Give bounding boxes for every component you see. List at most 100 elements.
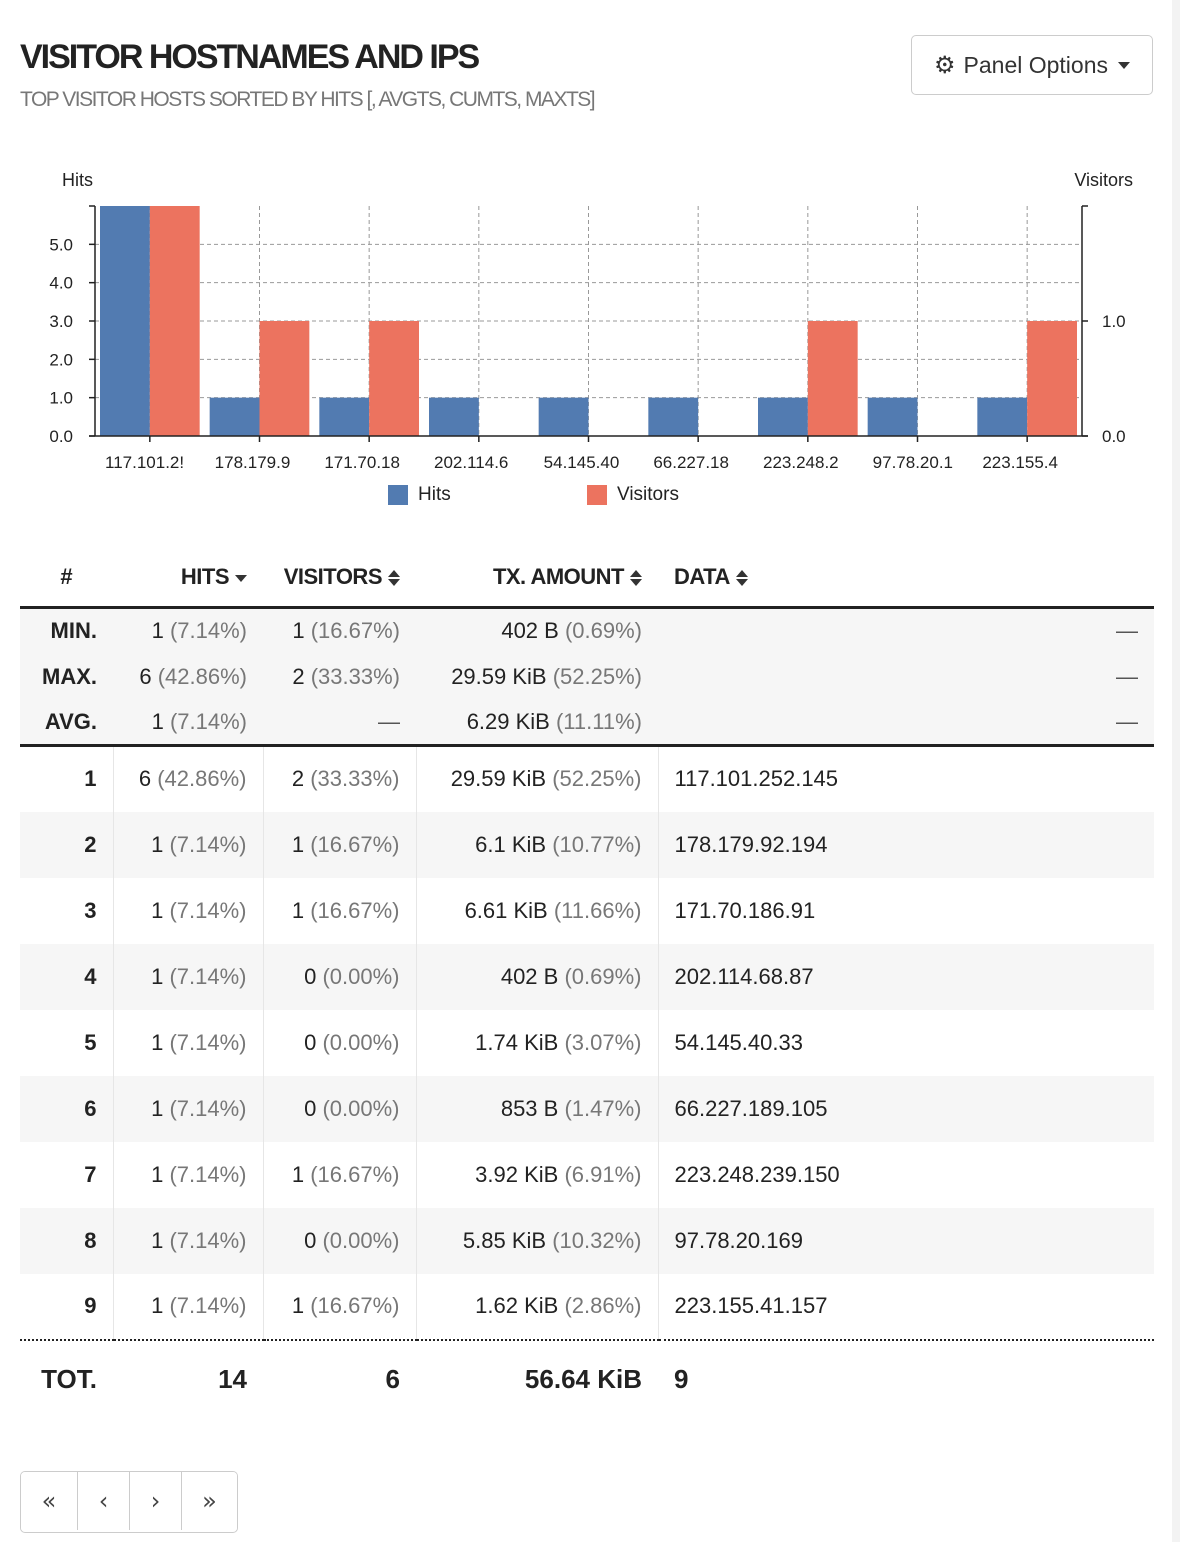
- first-page-button[interactable]: «: [21, 1472, 78, 1530]
- row-visitors: 2 (33.33%): [262, 745, 416, 812]
- bar-visitors: [807, 321, 858, 436]
- caret-down-icon: [1118, 61, 1130, 69]
- summary-label: AVG.: [20, 699, 113, 747]
- row-host: 54.145.40.33: [657, 1009, 1154, 1076]
- bar-hits: [867, 397, 918, 436]
- table-row[interactable]: 2 1 (7.14%) 1 (16.67%) 6.1 KiB (10.77%) 178.…: [20, 811, 1154, 878]
- legend-swatch-visitors: [587, 485, 607, 505]
- summary-data: —: [1116, 663, 1138, 689]
- row-visitors: 1 (16.67%): [262, 877, 416, 944]
- row-hits: 1 (7.14%): [112, 1273, 263, 1341]
- summary-hits: 6 (42.86%): [139, 663, 247, 689]
- table-row[interactable]: 6 1 (7.14%) 0 (0.00%) 853 B (1.47%) 66.227.1…: [20, 1075, 1154, 1142]
- row-number: 2: [84, 831, 97, 857]
- bar-hits: [758, 397, 808, 436]
- row-host: 223.155.41.157: [657, 1273, 1154, 1341]
- panel-subtitle: TOP VISITOR HOSTS SORTED BY HITS [, AVGT…: [20, 88, 596, 111]
- sort-icon: [735, 570, 748, 587]
- x-tick-label: 171.70.18: [324, 453, 400, 472]
- x-tick-label: 223.248.2: [763, 453, 839, 472]
- y-tick-label-left: 3.0: [49, 312, 73, 331]
- pagination: « ‹ › »: [20, 1471, 238, 1533]
- table-row[interactable]: 8 1 (7.14%) 0 (0.00%) 5.85 KiB (10.32%) 97.7…: [20, 1207, 1154, 1274]
- column-header-hits[interactable]: HITS: [113, 548, 263, 608]
- table-row[interactable]: 5 1 (7.14%) 0 (0.00%) 1.74 KiB (3.07%) 54.14…: [20, 1009, 1154, 1076]
- summary-hits: 1 (7.14%): [151, 618, 247, 644]
- row-tx-amount: 5.85 KiB (10.32%): [415, 1207, 658, 1274]
- row-hits: 1 (7.14%): [112, 1009, 263, 1076]
- panel-options-label: Panel Options: [963, 51, 1108, 78]
- table-row[interactable]: 4 1 (7.14%) 0 (0.00%) 402 B (0.69%) 202.114.…: [20, 943, 1154, 1010]
- gear-icon: ⚙: [934, 51, 956, 79]
- row-tx-amount: 29.59 KiB (52.25%): [415, 745, 658, 812]
- row-hits: 6 (42.86%): [112, 745, 263, 812]
- summary-visitors: 2 (33.33%): [292, 663, 400, 689]
- bar-hits: [319, 397, 370, 436]
- row-visitors: 0 (0.00%): [262, 943, 416, 1010]
- bar-visitors: [369, 321, 419, 436]
- legend-item-visitors[interactable]: Visitors: [587, 484, 679, 506]
- row-hits: 1 (7.14%): [112, 1207, 263, 1274]
- x-tick-label: 223.155.4: [982, 453, 1058, 472]
- table-row[interactable]: 3 1 (7.14%) 1 (16.67%) 6.61 KiB (11.66%) 171…: [20, 877, 1154, 944]
- row-visitors: 0 (0.00%): [262, 1075, 416, 1142]
- summary-label: MIN.: [50, 618, 97, 644]
- y-tick-label-left: 4.0: [49, 274, 73, 293]
- sort-desc-icon: [235, 574, 247, 582]
- row-number: 3: [84, 897, 97, 923]
- summary-row: AVG. 1 (7.14%) — 6.29 KiB (11.11%) —: [20, 699, 1154, 747]
- table-row[interactable]: 7 1 (7.14%) 1 (16.67%) 3.92 KiB (6.91%) 223.…: [20, 1141, 1154, 1208]
- summary-hits: 1 (7.14%): [113, 699, 263, 747]
- sort-icon: [388, 570, 400, 587]
- row-tx-amount: 1.74 KiB (3.07%): [415, 1009, 658, 1076]
- scrollbar-track: [1172, 0, 1180, 1542]
- y-tick-label-left: 5.0: [49, 235, 73, 254]
- y-axis-right-title: Visitors: [1074, 170, 1133, 190]
- row-visitors: 1 (16.67%): [262, 811, 416, 878]
- x-tick-label: 202.114.6: [434, 453, 508, 472]
- row-hits: 1 (7.14%): [112, 943, 263, 1010]
- table-row[interactable]: 1 6 (42.86%) 2 (33.33%) 29.59 KiB (52.25%) 1…: [20, 745, 1154, 812]
- summary-rows: MIN. 1 (7.14%) 1 (16.67%) 402 B (0.69%) — MAX…: [20, 607, 1154, 747]
- column-header-visitors[interactable]: VISITORS: [263, 548, 416, 608]
- x-tick-label: 97.78.20.1: [873, 453, 953, 472]
- summary-data: —: [1116, 618, 1138, 644]
- row-host: 223.248.239.150: [657, 1141, 1154, 1208]
- summary-visitors: —: [263, 699, 416, 747]
- bar-hits: [538, 397, 589, 436]
- x-tick-label: 178.179.9: [215, 453, 291, 472]
- table-header-row: # HITS VISITORS TX. AMOUNT DATA: [20, 548, 1154, 608]
- row-host: 117.101.252.145: [657, 745, 1154, 812]
- prev-page-button[interactable]: ‹: [78, 1472, 130, 1530]
- totals-visitors: 6: [385, 1363, 400, 1394]
- row-hits: 1 (7.14%): [112, 1141, 263, 1208]
- summary-row: MAX. 6 (42.86%) 2 (33.33%) 29.59 KiB (52.25…: [20, 653, 1154, 700]
- panel-title: VISITOR HOSTNAMES AND IPS: [20, 38, 480, 76]
- totals-label: TOT.: [41, 1363, 97, 1394]
- row-tx-amount: 1.62 KiB (2.86%): [415, 1273, 658, 1341]
- row-number: 4: [84, 963, 97, 989]
- legend-swatch-hits: [388, 485, 408, 505]
- bar-hits: [209, 397, 260, 436]
- row-visitors: 1 (16.67%): [262, 1141, 416, 1208]
- panel-options-button[interactable]: ⚙ Panel Options: [911, 35, 1153, 95]
- column-header-tx-amount[interactable]: TX. AMOUNT: [416, 548, 658, 608]
- y-tick-label-left: 1.0: [49, 389, 73, 408]
- legend-item-hits[interactable]: Hits: [388, 484, 451, 506]
- sort-icon: [630, 570, 642, 587]
- last-page-button[interactable]: »: [182, 1472, 237, 1530]
- y-tick-label-right: 0.0: [1102, 427, 1126, 446]
- x-tick-label: 66.227.18: [653, 453, 729, 472]
- bar-hits: [977, 397, 1028, 436]
- row-tx-amount: 853 B (1.47%): [415, 1075, 658, 1142]
- row-visitors: 0 (0.00%): [262, 1009, 416, 1076]
- totals-data: 9: [674, 1363, 689, 1394]
- bar-hits: [648, 397, 699, 436]
- hosts-table: # HITS VISITORS TX. AMOUNT DATA MIN. 1 (7…: [20, 548, 1154, 1418]
- column-header-data[interactable]: DATA: [658, 548, 1154, 608]
- totals-row: TOT. 14 6 56.64 KiB 9: [20, 1340, 1154, 1418]
- x-tick-label: 117.101.2!: [105, 453, 184, 472]
- next-page-button[interactable]: ›: [130, 1472, 182, 1530]
- row-host: 97.78.20.169: [657, 1207, 1154, 1274]
